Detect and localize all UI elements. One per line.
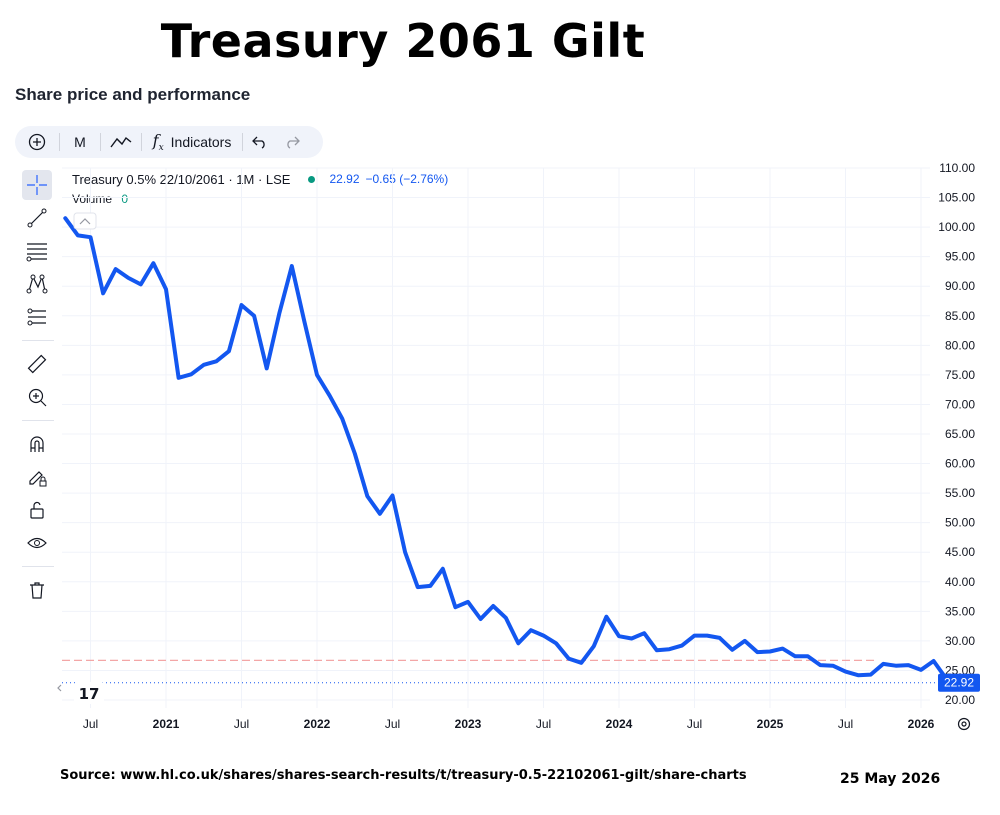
sidebar-separator <box>22 340 54 341</box>
pattern-icon[interactable] <box>22 269 52 299</box>
chart-legend: Treasury 0.5% 22/10/2061 · 1M · LSE 22.9… <box>72 171 448 187</box>
crosshair-icon[interactable] <box>22 170 52 200</box>
price-change: −0.65 (−2.76%) <box>365 172 449 186</box>
series-line <box>63 216 974 685</box>
y-tick-label: 100.00 <box>938 220 975 234</box>
x-tick-label: Jul <box>536 717 551 731</box>
source-note: Source: www.hl.co.uk/shares/shares-searc… <box>60 768 747 783</box>
x-tick-label: 2021 <box>153 717 180 731</box>
toolbar-separator <box>141 133 142 151</box>
section-title: Share price and performance <box>15 85 251 104</box>
x-tick-label: Jul <box>385 717 400 731</box>
interval-button[interactable]: M <box>74 134 86 150</box>
y-tick-label: 90.00 <box>945 279 975 293</box>
x-tick-label: 2025 <box>757 717 784 731</box>
undo-icon[interactable] <box>243 126 277 158</box>
volume-label: Volume <box>72 192 113 206</box>
y-tick-label: 105.00 <box>938 191 975 205</box>
time-axis: Jul 2021 Jul 2022 Jul 2023 Jul 2024 Jul 2025 Jul 20… <box>83 717 935 731</box>
lock-draw-icon[interactable] <box>22 462 52 492</box>
y-tick-label: 95.00 <box>945 250 975 264</box>
last-price-badge <box>938 673 980 692</box>
drawing-toolbar <box>22 170 56 608</box>
y-tick-label: 85.00 <box>945 309 975 323</box>
symbol-description[interactable]: Treasury 0.5% 22/10/2061 · 1M · LSE <box>72 171 291 187</box>
plus-circle-icon[interactable] <box>15 126 59 158</box>
fib-levels-icon[interactable] <box>22 236 52 266</box>
tradingview-logo-icon: 17 <box>79 685 100 703</box>
x-tick-label: 2024 <box>606 717 633 731</box>
indicators-label: Indicators <box>170 134 232 150</box>
y-tick-label: 70.00 <box>945 397 975 411</box>
x-tick-label: 2023 <box>455 717 482 731</box>
y-tick-label: 65.00 <box>945 427 975 441</box>
magnet-icon[interactable] <box>22 429 52 459</box>
date-note: 25 May 2026 <box>840 771 941 787</box>
scroll-left-icon <box>57 684 62 692</box>
ruler-icon[interactable] <box>22 349 52 379</box>
y-tick-label: 30.00 <box>945 634 975 648</box>
x-tick-label: Jul <box>687 717 702 731</box>
last-price: 22.92 <box>329 172 360 186</box>
zoom-in-icon[interactable] <box>22 382 52 412</box>
x-tick-label: Jul <box>234 717 249 731</box>
toolbar-separator <box>100 133 101 151</box>
collapse-legend-button <box>73 212 97 230</box>
y-tick-label: 110.00 <box>939 161 975 175</box>
function-icon: fx <box>152 130 164 154</box>
chevron-up-icon <box>79 218 91 225</box>
price-chart[interactable]: 110.00 105.00 100.00 95.00 90.00 85.00 80.00 75… <box>0 0 1000 745</box>
y-tick-label: 80.00 <box>945 338 975 352</box>
y-tick-label: 40.00 <box>945 575 975 589</box>
unlock-icon[interactable] <box>22 495 52 525</box>
chart-grid <box>62 167 930 708</box>
sidebar-separator <box>22 420 54 421</box>
price-axis: 110.00 105.00 100.00 95.00 90.00 85.00 80.00 75… <box>938 161 980 707</box>
last-price-badge-label: 22.92 <box>944 676 974 690</box>
redo-icon[interactable] <box>277 126 307 158</box>
toolbar-separator <box>242 133 243 151</box>
volume-value: 0 <box>121 192 129 206</box>
y-tick-label: 35.00 <box>945 604 975 618</box>
chart-extras: 17 <box>57 212 971 731</box>
y-tick-label: 60.00 <box>945 457 975 471</box>
trash-icon[interactable] <box>22 575 52 605</box>
chart-toolbar: M fx Indicators <box>15 126 323 158</box>
y-tick-label: 75.00 <box>945 368 975 382</box>
y-tick-label: 55.00 <box>945 486 975 500</box>
y-tick-label: 50.00 <box>945 516 975 530</box>
x-tick-label: Jul <box>83 717 98 731</box>
tradingview-logo <box>74 682 104 704</box>
price-series <box>63 216 976 687</box>
line-chart-icon[interactable] <box>101 126 141 158</box>
x-tick-label: 2022 <box>304 717 331 731</box>
toolbar-separator <box>59 133 60 151</box>
eye-icon[interactable] <box>22 528 52 558</box>
trend-line-icon[interactable] <box>22 203 52 233</box>
gear-icon <box>957 717 971 731</box>
page-title: Treasury 2061 Gilt <box>160 14 646 68</box>
indicators-button[interactable]: fx Indicators <box>142 126 242 158</box>
prediction-icon[interactable] <box>22 302 52 332</box>
y-tick-label: 20.00 <box>945 693 975 707</box>
y-tick-label: 45.00 <box>945 545 975 559</box>
x-tick-label: Jul <box>838 717 853 731</box>
sidebar-separator <box>22 566 54 567</box>
volume-legend: Volume 0 <box>72 192 128 206</box>
market-status-dot <box>308 175 316 183</box>
x-tick-label: 2026 <box>908 717 935 731</box>
